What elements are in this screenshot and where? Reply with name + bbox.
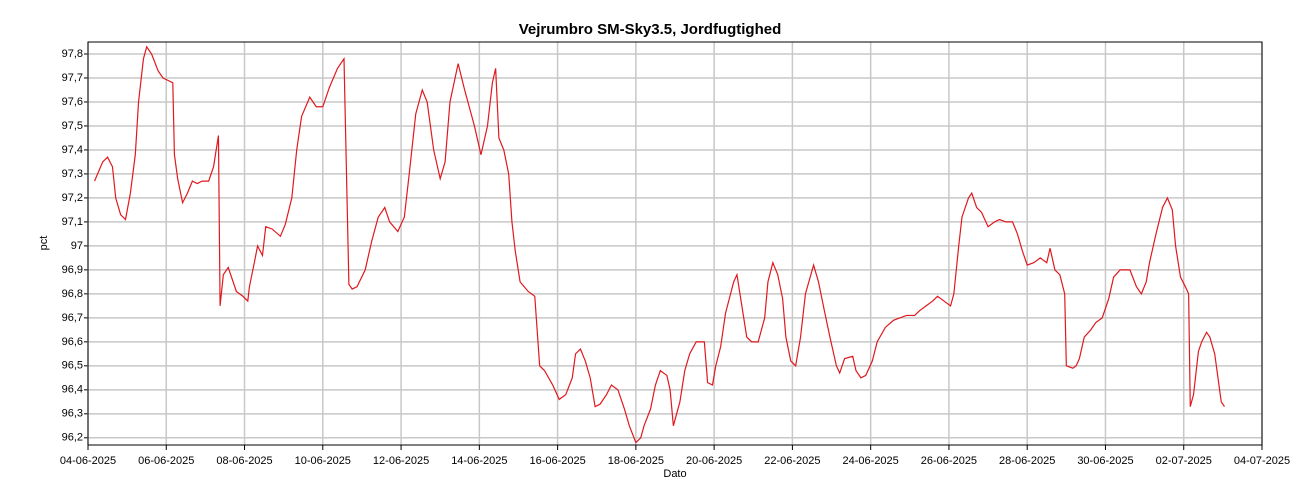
x-tick-label: 04-07-2025 [1234,455,1290,467]
y-tick-label: 96,5 [62,360,83,372]
data-line [93,45,1225,444]
y-tick-label: 97,1 [62,216,83,228]
plot-area [88,42,1262,445]
x-tick-label: 08-06-2025 [216,455,272,467]
y-axis-label: pct [38,236,50,251]
y-tick-label: 97,3 [62,168,83,180]
y-tick-label: 96,3 [62,408,83,420]
y-tick-label: 97,6 [62,96,83,108]
x-tick-label: 14-06-2025 [451,455,507,467]
x-tick-label: 02-07-2025 [1156,455,1212,467]
y-tick-label: 97,2 [62,192,83,204]
x-tick-label: 30-06-2025 [1077,455,1133,467]
x-tick-label: 20-06-2025 [686,455,742,467]
x-tick-label: 24-06-2025 [843,455,899,467]
chart-title: Vejrumbro SM-Sky3.5, Jordfugtighed [519,21,782,38]
x-tick-label: 18-06-2025 [608,455,664,467]
x-tick-label: 26-06-2025 [921,455,977,467]
x-tick-label: 10-06-2025 [295,455,351,467]
y-tick-label: 97,5 [62,120,83,132]
x-tick-label: 22-06-2025 [764,455,820,467]
y-tick-label: 96,7 [62,312,83,324]
x-tick-label: 06-06-2025 [138,455,194,467]
y-tick-label: 97,8 [62,48,83,60]
plot-border [87,41,1263,446]
y-tick-label: 96,9 [62,264,83,276]
y-tick-label: 96,6 [62,336,83,348]
y-tick-label: 96,8 [62,288,83,300]
y-tick-label: 97 [71,240,83,252]
x-axis-label: Dato [663,468,686,480]
y-tick-label: 97,4 [62,144,83,156]
y-tick-label: 96,4 [62,384,83,396]
y-tick-label: 96,2 [62,432,83,444]
x-tick-label: 04-06-2025 [60,455,116,467]
y-tick-label: 97,7 [62,72,83,84]
x-tick-label: 28-06-2025 [999,455,1055,467]
x-tick-label: 12-06-2025 [373,455,429,467]
x-tick-label: 16-06-2025 [529,455,585,467]
